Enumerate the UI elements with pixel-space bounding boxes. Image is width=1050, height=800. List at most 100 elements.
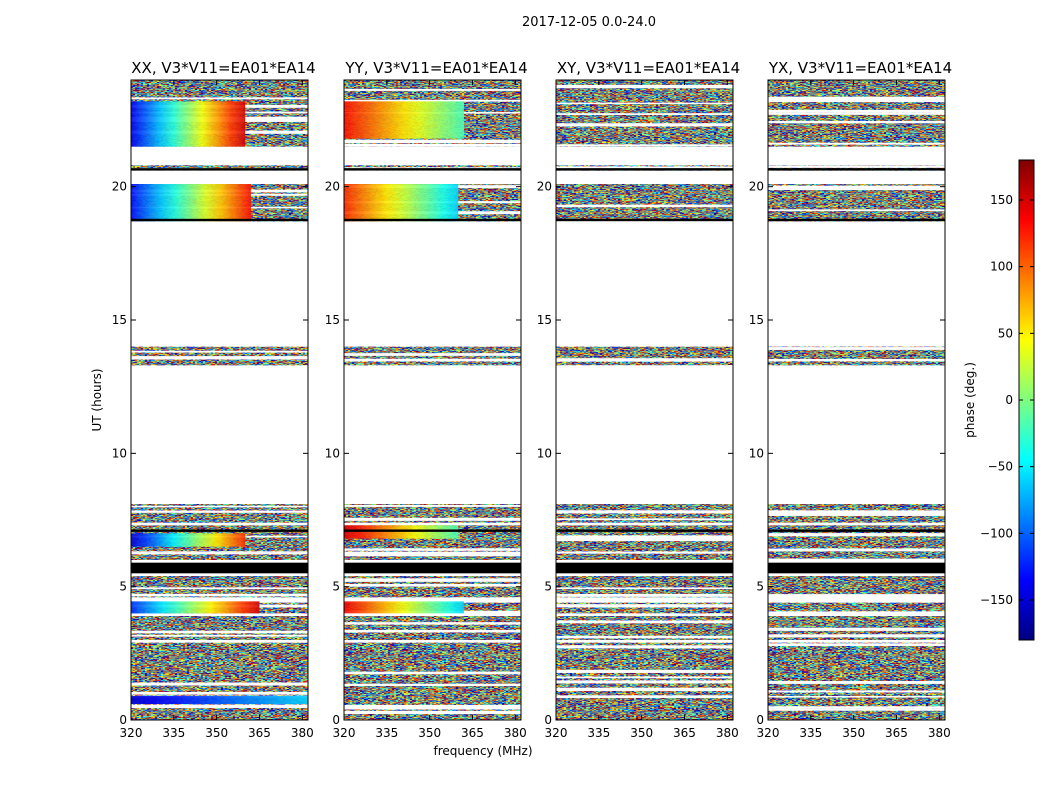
flagged-gap — [768, 558, 945, 562]
y-tick-label: 5 — [332, 580, 340, 594]
panel-frame — [555, 79, 734, 721]
flagged-gap — [768, 358, 945, 362]
flagged-gap — [556, 680, 733, 684]
flagged-gap — [768, 209, 945, 212]
data-band — [768, 602, 945, 614]
x-tick-label: 350 — [842, 726, 865, 740]
flagged-gap — [344, 578, 521, 582]
flagged-gap — [768, 634, 945, 638]
panel-frame — [130, 79, 309, 721]
flagged-gap — [556, 144, 733, 147]
data-band — [768, 184, 945, 222]
flagged-gap — [556, 113, 733, 115]
flagged-line — [768, 529, 945, 532]
coherent-phase-band — [344, 601, 464, 614]
flagged-gap — [556, 365, 733, 368]
colorbar-label: phase (deg.) — [963, 362, 977, 438]
flagged-gap — [556, 535, 733, 539]
coherent-phase-band — [344, 184, 459, 222]
colorbar-tick-label: 50 — [998, 326, 1013, 340]
x-tick-label: 350 — [630, 726, 653, 740]
y-tick-label: 10 — [325, 446, 340, 460]
flagged-gap — [344, 88, 521, 91]
flagged-gap — [556, 84, 733, 89]
x-tick-label: 320 — [545, 726, 568, 740]
panel-title: YX, V3*V11=EA01*EA14 — [768, 59, 952, 77]
panel-3: XY, V3*V11=EA01*EA14 320 335 350 365 380 0 5 10 1… — [537, 59, 740, 740]
data-band — [556, 576, 733, 598]
data-band — [344, 346, 521, 366]
y-tick-label: 10 — [112, 446, 127, 460]
x-tick-label: 320 — [333, 726, 356, 740]
flagged-gap — [344, 504, 521, 507]
flagged-gap — [344, 548, 521, 551]
data-band — [556, 602, 733, 614]
flagged-gap — [768, 347, 945, 350]
colorbar: 150 100 50 0 −50 −100 −150 phase (deg.) — [963, 159, 1035, 641]
flagged-line — [131, 218, 308, 222]
flagged-line — [556, 218, 733, 222]
flagged-gap — [556, 669, 733, 673]
flagged-gap — [768, 695, 945, 698]
x-tick-label: 335 — [162, 726, 185, 740]
colorbar-tick-label: 150 — [990, 193, 1013, 207]
flagged-gap — [344, 671, 521, 675]
x-tick-label: 335 — [375, 726, 398, 740]
y-axis-label: UT (hours) — [90, 368, 104, 431]
flagged-block — [768, 562, 945, 574]
flagged-gap — [768, 643, 945, 646]
flagged-gap — [556, 645, 733, 649]
colorbar-tick-label: −50 — [988, 460, 1013, 474]
flagged-gap — [768, 98, 945, 103]
flagged-gap — [768, 681, 945, 684]
x-tick-label: 380 — [928, 726, 951, 740]
flagged-gap — [131, 552, 308, 555]
flagged-line — [344, 168, 521, 171]
flagged-gap — [556, 538, 733, 542]
flagged-gap — [768, 120, 945, 124]
data-band — [131, 165, 308, 171]
flagged-gap — [768, 611, 945, 615]
x-tick-label: 335 — [587, 726, 610, 740]
flagged-gap — [344, 517, 521, 521]
coherent-phase-band — [131, 101, 246, 147]
panel-2-image — [344, 80, 521, 720]
coherent-phase-band — [131, 184, 251, 222]
flagged-gap — [556, 687, 733, 692]
panel-1: XX, V3*V11=EA01*EA14 320 335 350 365 380 0 5 10 1… — [112, 59, 316, 740]
colorbar-tick-label: 100 — [990, 260, 1013, 274]
data-band — [768, 165, 945, 171]
panel-title: XX, V3*V11=EA01*EA14 — [131, 59, 315, 77]
data-band — [131, 576, 308, 598]
flagged-block — [131, 562, 308, 574]
flagged-gap — [344, 706, 521, 710]
x-tick-label: 365 — [885, 726, 908, 740]
flagged-gap — [131, 97, 308, 100]
flagged-gap — [768, 690, 945, 693]
data-band — [344, 616, 521, 640]
flagged-gap — [344, 710, 521, 715]
flagged-line — [768, 168, 945, 171]
flagged-gap — [344, 358, 521, 362]
flagged-gap — [344, 629, 521, 633]
flagged-gap — [556, 695, 733, 698]
flagged-gap — [556, 166, 733, 170]
panel-3-image — [556, 80, 733, 720]
flagged-gap — [344, 622, 521, 625]
flagged-gap — [768, 112, 945, 115]
flagged-gap — [344, 553, 521, 557]
flagged-line — [556, 168, 733, 171]
y-tick-label: 0 — [544, 713, 552, 727]
colorbar-tick-label: −150 — [980, 593, 1013, 607]
flagged-gap — [768, 548, 945, 552]
flagged-gap — [556, 620, 733, 624]
flagged-block — [556, 562, 733, 574]
flagged-gap — [768, 96, 945, 100]
panel-frame — [767, 79, 946, 721]
coherent-phase-band — [131, 696, 308, 704]
y-tick-label: 15 — [325, 313, 340, 327]
flagged-gap — [131, 630, 308, 634]
x-tick-label: 365 — [673, 726, 696, 740]
y-tick-label: 15 — [537, 313, 552, 327]
data-band — [131, 642, 308, 720]
